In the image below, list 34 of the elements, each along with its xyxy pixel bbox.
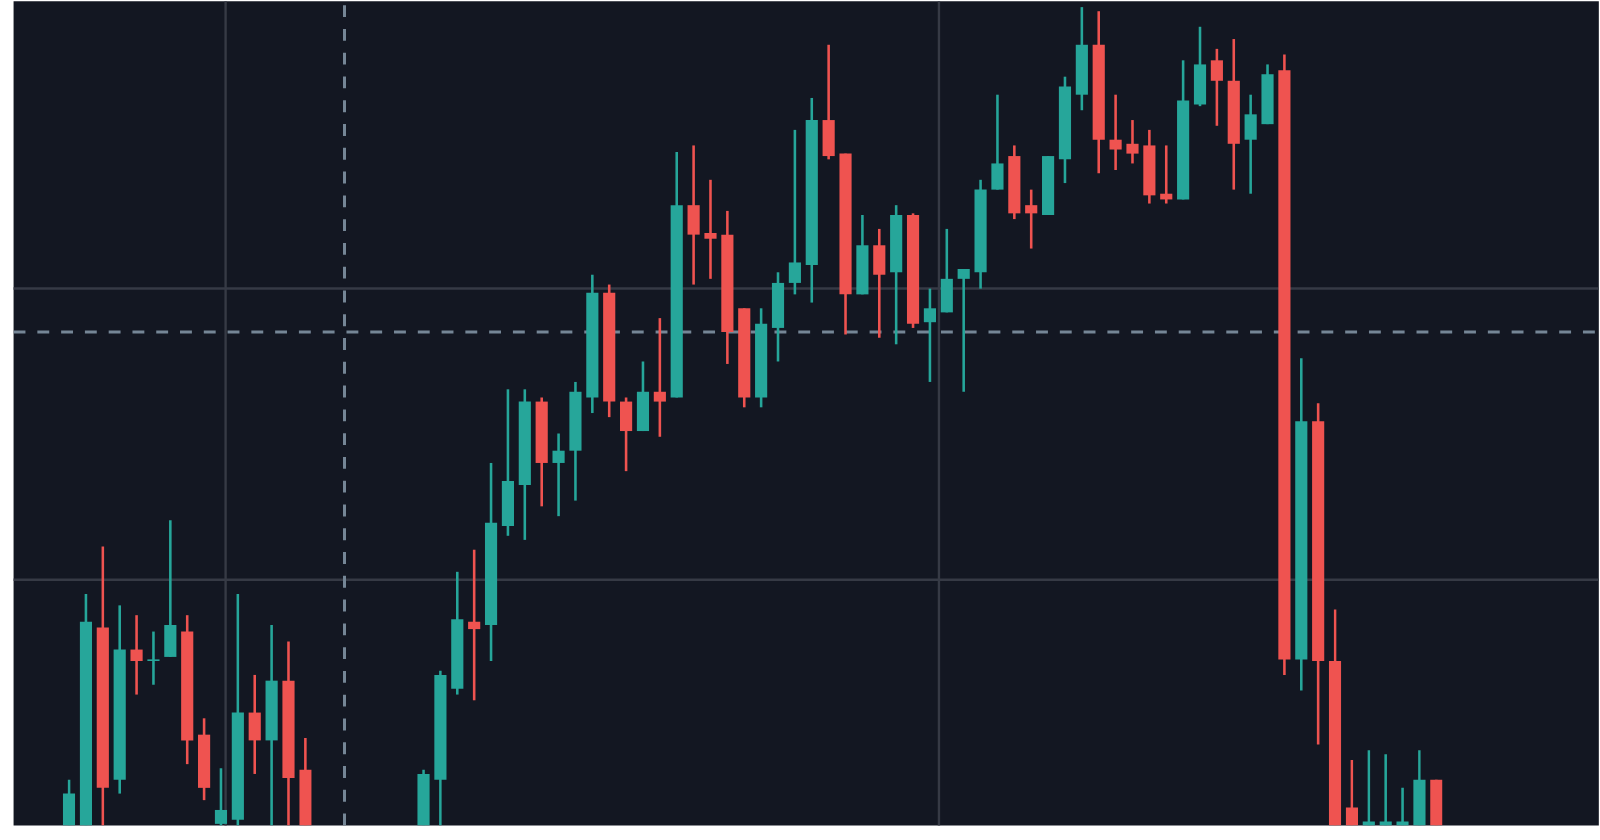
candlestick — [653, 317, 666, 439]
candlestick — [501, 388, 515, 538]
candlestick — [822, 43, 835, 162]
candlestick — [957, 268, 970, 394]
candlestick — [1210, 48, 1223, 128]
candlestick — [147, 630, 160, 687]
candlestick — [1379, 753, 1392, 826]
candlestick — [1109, 93, 1122, 172]
candlestick — [991, 93, 1004, 192]
candlestick — [1396, 787, 1409, 826]
candlestick — [1126, 119, 1139, 166]
candlestick — [1244, 93, 1257, 196]
candlestick — [1413, 749, 1426, 826]
candlestick — [620, 396, 633, 473]
candlestick — [1345, 759, 1358, 826]
candlestick — [923, 287, 936, 384]
candlestick — [164, 519, 177, 659]
candlestick — [940, 228, 953, 315]
candlestick — [468, 548, 481, 703]
candlestick — [248, 674, 261, 776]
candlestick — [552, 432, 565, 518]
candlestick — [687, 144, 700, 287]
candlestick — [1430, 778, 1443, 826]
candlestick — [636, 360, 650, 433]
candlestick — [788, 129, 801, 297]
candlestick — [1362, 749, 1375, 826]
candlestick — [1025, 188, 1038, 251]
candlestick — [1193, 25, 1207, 108]
candlestick — [704, 178, 717, 281]
candlestick — [873, 228, 886, 340]
candlestick — [130, 614, 143, 697]
candlestick — [771, 271, 785, 364]
candlestick — [62, 778, 76, 826]
candlestick — [214, 767, 228, 826]
